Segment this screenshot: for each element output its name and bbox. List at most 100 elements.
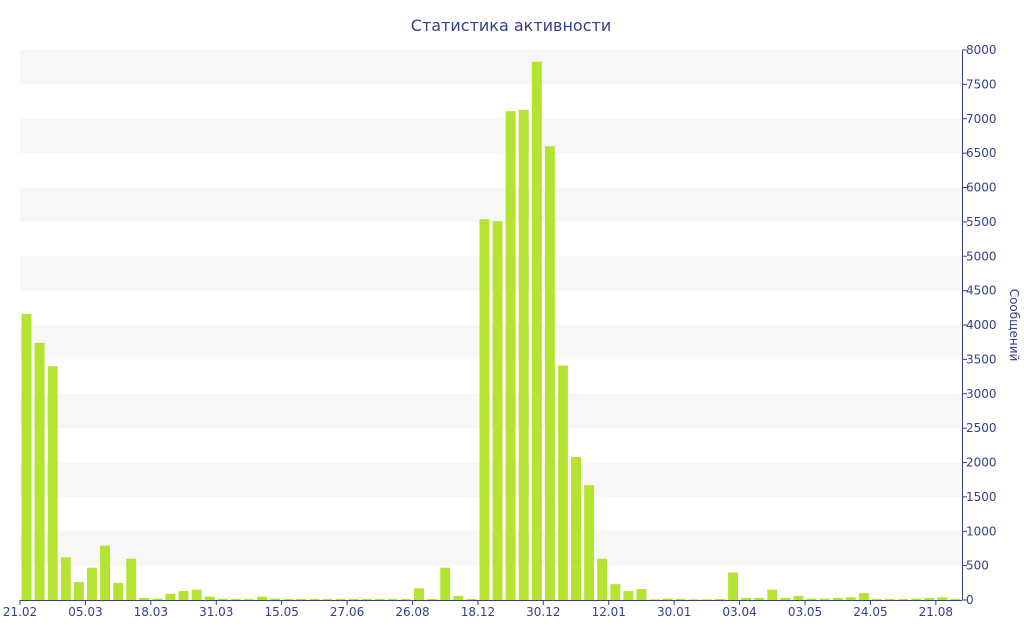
bar xyxy=(871,598,882,600)
y-tick-label: 2500 xyxy=(966,421,997,435)
y-tick-label: 6000 xyxy=(966,181,997,195)
bar xyxy=(73,582,84,600)
y-tick-label: 1500 xyxy=(966,490,997,504)
grid-band xyxy=(20,325,962,360)
bar xyxy=(217,598,228,600)
y-tick-label: 4000 xyxy=(966,318,997,332)
bar xyxy=(584,485,595,600)
bar xyxy=(649,599,660,600)
bar xyxy=(86,567,97,600)
bar xyxy=(793,595,804,600)
bar xyxy=(832,597,843,600)
bar xyxy=(597,558,608,600)
grid-band xyxy=(20,393,962,429)
bar xyxy=(924,597,935,600)
bar xyxy=(754,597,765,600)
x-tick-label: 21.08 xyxy=(919,605,953,619)
bar xyxy=(453,595,464,600)
bar xyxy=(270,598,281,600)
y-tick-label: 6500 xyxy=(966,146,997,160)
bar xyxy=(937,597,948,600)
bar xyxy=(348,598,359,600)
bar xyxy=(636,589,647,600)
x-tick-label: 15.05 xyxy=(264,605,298,619)
bar xyxy=(845,597,856,600)
y-tick-label: 4500 xyxy=(966,284,997,298)
x-tick-label: 03.05 xyxy=(788,605,822,619)
bar xyxy=(100,545,111,600)
x-tick-label: 12.01 xyxy=(592,605,626,619)
y-tick-label: 0 xyxy=(966,593,974,607)
y-tick-label: 8000 xyxy=(966,43,997,57)
x-tick-label: 18.03 xyxy=(134,605,168,619)
bar xyxy=(178,591,189,600)
bar xyxy=(492,221,503,600)
x-tick-label: 26.08 xyxy=(395,605,429,619)
bar xyxy=(675,598,686,600)
x-tick-label: 24.05 xyxy=(853,605,887,619)
bar xyxy=(728,572,739,600)
bar xyxy=(767,589,778,600)
bars xyxy=(21,61,961,600)
bar xyxy=(557,365,568,600)
bar xyxy=(387,598,398,600)
bar xyxy=(361,598,372,600)
y-tick-label: 3000 xyxy=(966,387,997,401)
bar xyxy=(296,598,307,600)
bar xyxy=(701,599,712,600)
bar xyxy=(806,598,817,600)
bar xyxy=(113,582,124,600)
chart-title: Статистика активности xyxy=(411,16,611,35)
bar xyxy=(257,596,268,600)
y-tick-label: 2000 xyxy=(966,456,997,470)
bar xyxy=(230,598,241,600)
bar xyxy=(400,598,411,600)
bar xyxy=(623,591,634,600)
x-tick-label: 31.03 xyxy=(199,605,233,619)
bar xyxy=(309,598,320,600)
y-tick-label: 7500 xyxy=(966,77,997,91)
bar xyxy=(243,598,254,600)
bar xyxy=(780,597,791,600)
bar xyxy=(819,598,830,600)
y-tick-label: 7000 xyxy=(966,112,997,126)
bar xyxy=(414,588,425,600)
bar xyxy=(139,597,150,600)
bar xyxy=(60,557,71,600)
y-tick-label: 500 xyxy=(966,559,989,573)
bar xyxy=(152,598,163,600)
bar xyxy=(885,598,896,600)
bar xyxy=(544,146,555,600)
background-bands xyxy=(20,50,962,566)
bar xyxy=(440,567,451,600)
bar xyxy=(47,366,58,600)
bar xyxy=(204,596,215,600)
bar xyxy=(427,598,438,600)
bar xyxy=(191,589,202,600)
y-axis-ticks: 0 500 1000 1500 2000 2500 3000 3500 4000 4500 5000… xyxy=(962,43,997,607)
grid-band xyxy=(20,50,962,85)
x-tick-label: 05.03 xyxy=(68,605,102,619)
grid-band xyxy=(20,531,962,566)
x-tick-label: 18.12 xyxy=(461,605,495,619)
bar xyxy=(531,61,542,600)
bar xyxy=(662,598,673,600)
x-tick-label: 03.04 xyxy=(722,605,756,619)
grid-band xyxy=(20,462,962,497)
bar xyxy=(479,219,490,600)
y-tick-label: 5000 xyxy=(966,249,997,263)
bar xyxy=(950,598,961,600)
bar xyxy=(466,598,477,600)
grid-band xyxy=(20,187,962,222)
grid-band xyxy=(20,118,962,154)
bar xyxy=(283,598,294,600)
bar xyxy=(741,597,752,600)
bar xyxy=(335,598,346,600)
bar xyxy=(610,584,621,600)
bar xyxy=(858,593,869,600)
y-axis-label: Сообщений xyxy=(1007,289,1021,362)
x-tick-label: 30.12 xyxy=(526,605,560,619)
x-tick-label: 21.02 xyxy=(3,605,37,619)
grid-band xyxy=(20,256,962,291)
